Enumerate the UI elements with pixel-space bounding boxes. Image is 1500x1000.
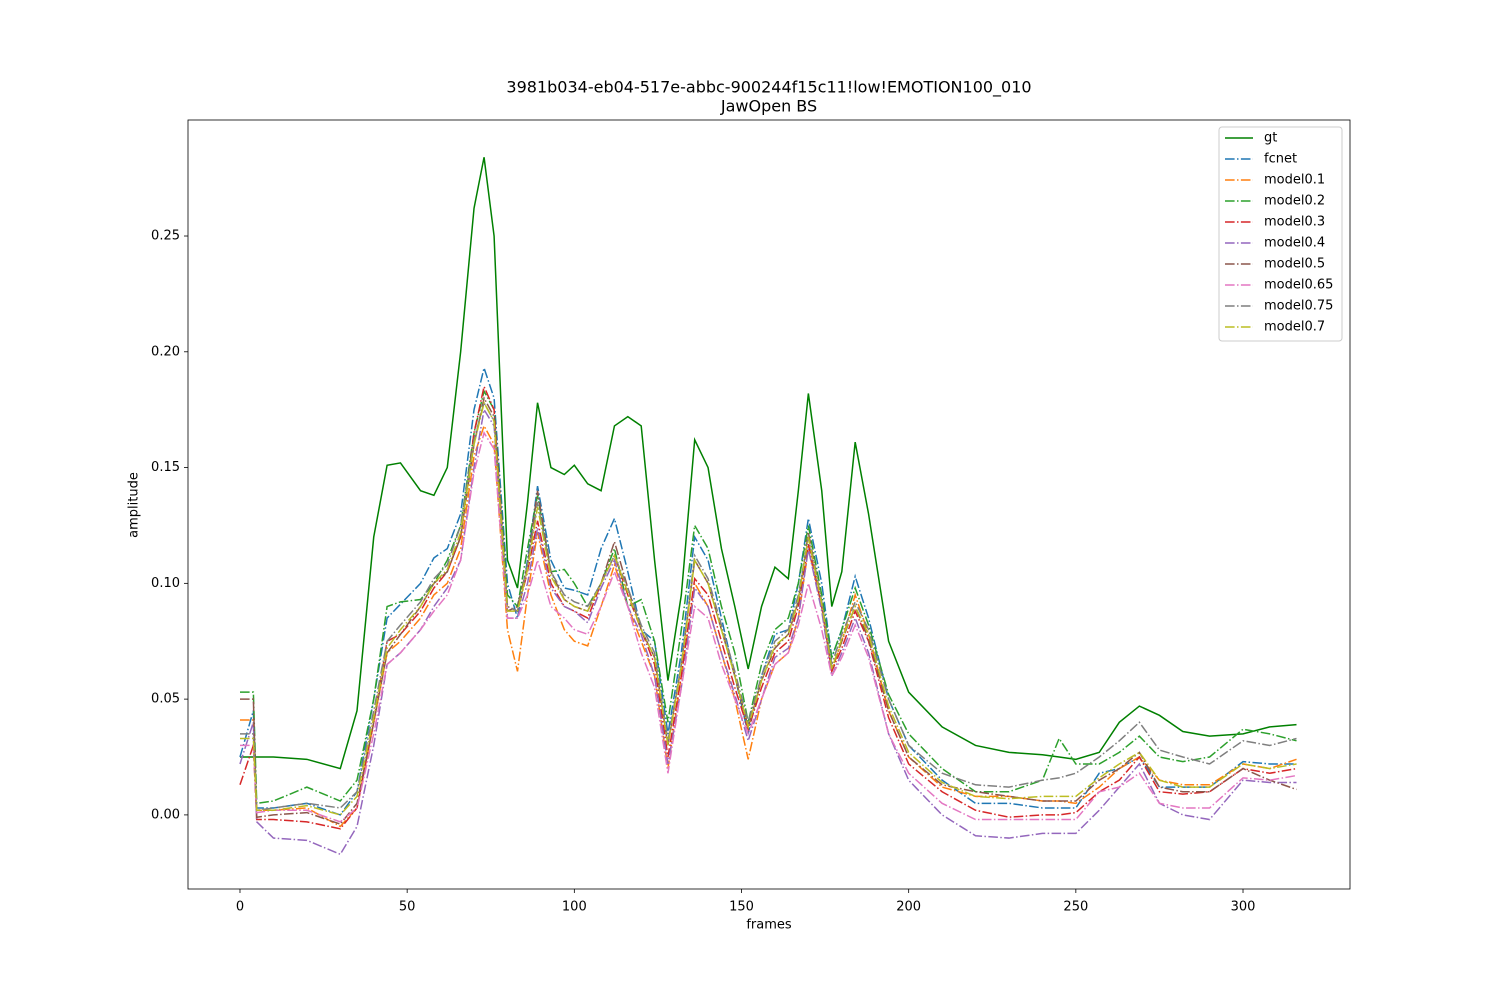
- y-axis-label: amplitude: [127, 472, 142, 538]
- axes-frame: [187, 119, 1351, 890]
- x-axis-label: frames: [746, 918, 792, 933]
- series-line: [239, 424, 1297, 828]
- chart-title: 3981b034-eb04-517e-abbc-900244f15c11!low…: [506, 78, 1031, 98]
- legend-label: fcnet: [1264, 152, 1297, 167]
- legend-label: model0.4: [1264, 236, 1325, 251]
- y-tick-label: 0.20: [151, 344, 180, 359]
- x-tick-label: 200: [896, 900, 921, 915]
- y-tick-label: 0.25: [151, 229, 180, 244]
- x-tick-label: 300: [1231, 900, 1256, 915]
- legend-label: model0.7: [1264, 320, 1325, 335]
- chart-subtitle: JawOpen BS: [720, 97, 817, 116]
- y-tick-label: 0.15: [151, 460, 180, 475]
- legend-label: model0.3: [1264, 215, 1325, 230]
- x-tick-label: 50: [399, 900, 416, 915]
- legend-label: model0.65: [1264, 278, 1333, 293]
- legend-label: model0.1: [1264, 173, 1325, 188]
- series-line: [239, 430, 1297, 823]
- x-tick-label: 250: [1063, 900, 1088, 915]
- x-tick-label: 150: [729, 900, 754, 915]
- legend-label: model0.5: [1264, 257, 1325, 272]
- series-line: [239, 365, 1297, 816]
- series-line: [239, 384, 1297, 830]
- y-tick-label: 0.05: [151, 692, 180, 707]
- legend-label: model0.2: [1264, 194, 1325, 209]
- legend-label: gt: [1264, 131, 1277, 146]
- x-tick-label: 100: [562, 900, 587, 915]
- series-line: [239, 400, 1297, 816]
- y-tick-label: 0.10: [151, 576, 180, 591]
- y-tick-label: 0.00: [151, 807, 180, 822]
- x-tick-label: 0: [236, 900, 244, 915]
- legend-label: model0.75: [1264, 299, 1333, 314]
- series-line: [239, 407, 1297, 856]
- series-line: [239, 157, 1297, 770]
